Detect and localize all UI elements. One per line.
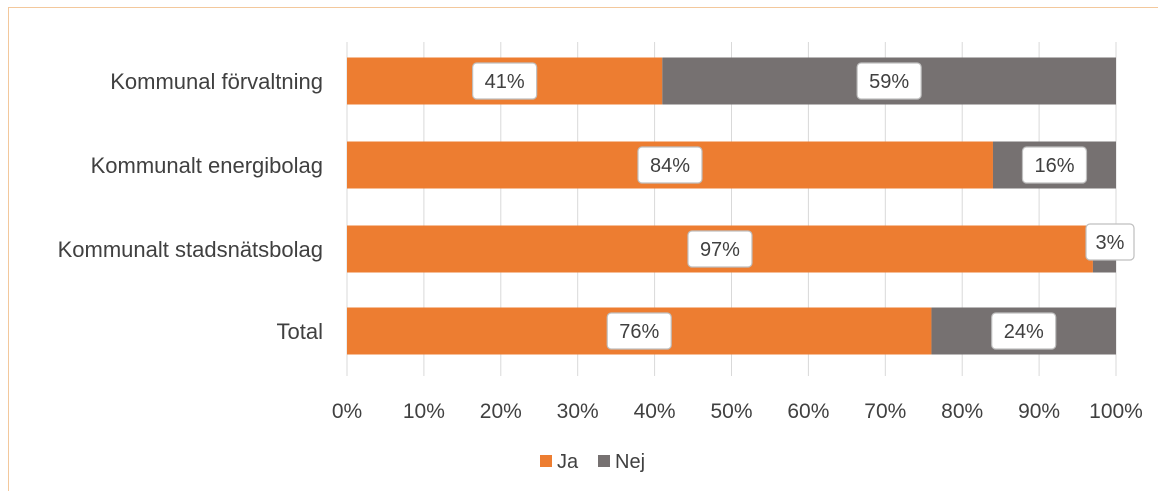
x-tick-labels: 0% 10% 20% 30% 40% 50% 60% 70% 80% 90% 100% bbox=[332, 400, 1143, 423]
data-label-box bbox=[1021, 146, 1088, 184]
data-label-box bbox=[472, 62, 538, 100]
x-tick-label: 20% bbox=[480, 400, 522, 423]
chart-frame bbox=[8, 7, 1158, 491]
x-tick-label: 50% bbox=[710, 400, 752, 423]
data-label: 3% bbox=[1096, 232, 1125, 254]
x-tick-label: 70% bbox=[864, 400, 906, 423]
data-label-box bbox=[606, 312, 672, 350]
x-tick-label: 30% bbox=[557, 400, 599, 423]
x-tick-label: 60% bbox=[787, 400, 829, 423]
x-tick-label: 10% bbox=[403, 400, 445, 423]
legend-label: Ja bbox=[557, 451, 579, 473]
data-label-box bbox=[1085, 223, 1135, 261]
data-label-box bbox=[856, 62, 922, 100]
data-label: 24% bbox=[1004, 321, 1044, 343]
legend-label: Nej bbox=[615, 451, 645, 473]
data-label: 76% bbox=[619, 321, 659, 343]
data-labels: 41% 59% 84% 16% 97% 3% 76% 24% bbox=[472, 62, 1135, 350]
data-label-box bbox=[991, 312, 1057, 350]
category-label: Kommunal förvaltning bbox=[110, 69, 323, 94]
x-tick-label: 0% bbox=[332, 400, 362, 423]
legend: Ja Nej bbox=[540, 451, 645, 473]
data-label: 16% bbox=[1034, 155, 1074, 177]
category-label: Kommunalt stadsnätsbolag bbox=[58, 237, 323, 262]
data-label-box bbox=[687, 230, 753, 268]
category-label: Kommunalt energibolag bbox=[91, 153, 323, 178]
category-labels: Kommunal förvaltning Kommunalt energibola… bbox=[58, 69, 323, 344]
x-tick-label: 80% bbox=[941, 400, 983, 423]
data-label: 59% bbox=[869, 71, 909, 93]
x-tick-label: 100% bbox=[1089, 400, 1143, 423]
data-label-box bbox=[637, 146, 703, 184]
data-label: 97% bbox=[700, 239, 740, 261]
legend-swatch-ja bbox=[540, 455, 552, 467]
category-label: Total bbox=[277, 319, 323, 344]
data-label: 84% bbox=[650, 155, 690, 177]
x-tick-label: 40% bbox=[634, 400, 676, 423]
x-tick-label: 90% bbox=[1018, 400, 1060, 423]
data-label: 41% bbox=[485, 71, 525, 93]
legend-swatch-nej bbox=[598, 455, 610, 467]
